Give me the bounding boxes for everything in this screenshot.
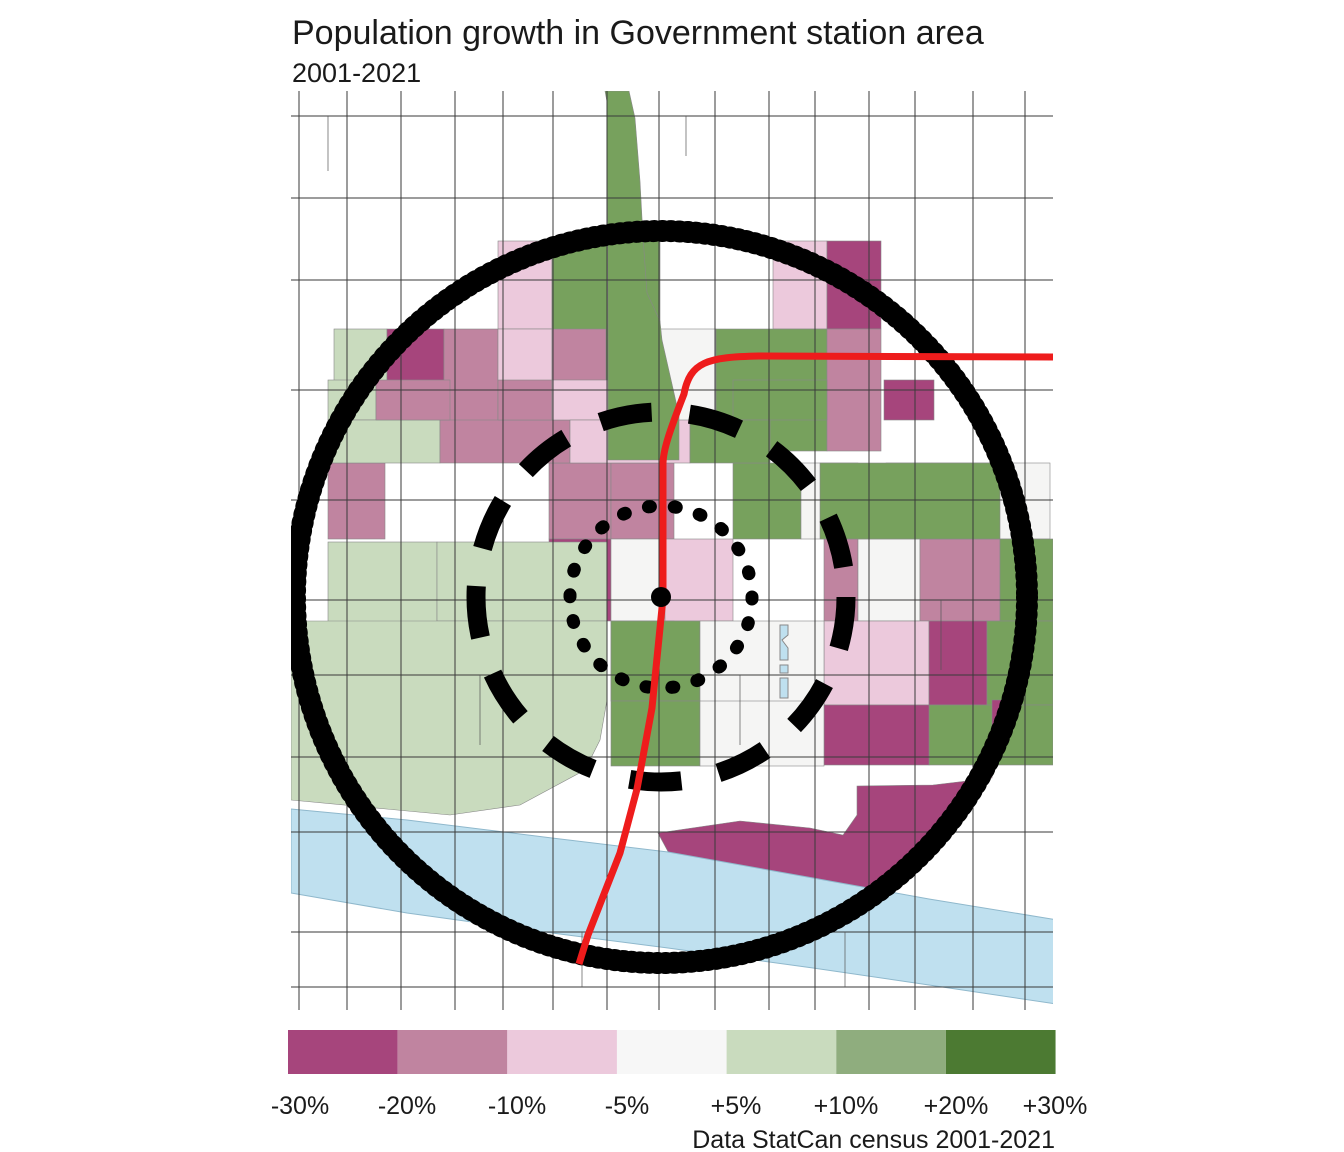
svg-text:-10%: -10% — [488, 1092, 546, 1120]
svg-text:-30%: -30% — [271, 1092, 329, 1120]
svg-text:+5%: +5% — [711, 1092, 762, 1120]
svg-text:-5%: -5% — [605, 1092, 649, 1120]
svg-text:Data StatCan census 2001-2021: Data StatCan census 2001-2021 — [692, 1126, 1055, 1152]
svg-text:+30%: +30% — [1023, 1092, 1088, 1120]
svg-text:+20%: +20% — [924, 1092, 989, 1120]
svg-text:+10%: +10% — [814, 1092, 879, 1120]
svg-text:-20%: -20% — [378, 1092, 436, 1120]
